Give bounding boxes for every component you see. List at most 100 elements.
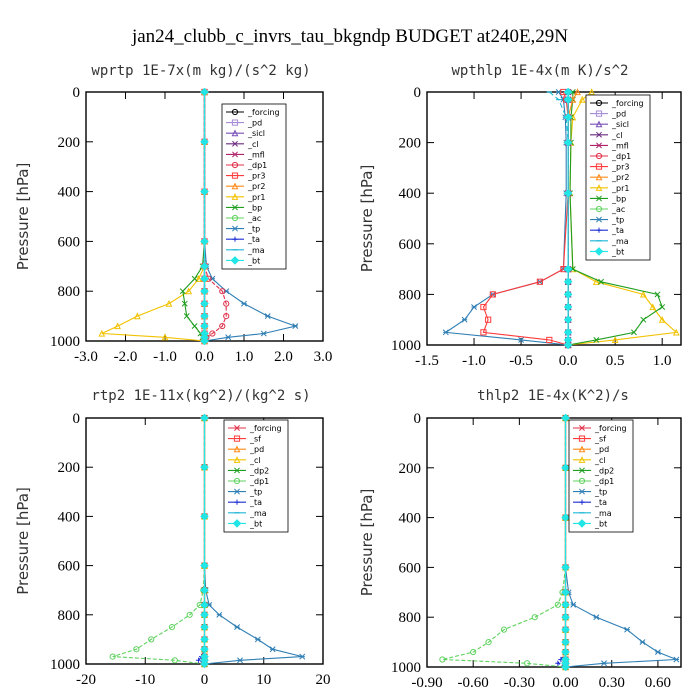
data-point [179,288,186,295]
data-point [219,288,226,295]
data-point [254,636,261,643]
legend-marker [232,151,238,158]
legend: _forcing_pd_sicl_cl_mfl_dp1_pr3_pr2_pr1_… [221,103,287,270]
data-point [461,316,468,323]
data-point [563,302,573,312]
legend-marker [596,216,602,223]
legend-entry: _bt [226,256,260,265]
data-point [654,291,661,298]
legend-label: _cl [247,140,259,149]
legend-marker [579,467,585,474]
legend-entry: _mfl [226,150,265,159]
legend-label: _ta [247,235,260,244]
legend-label: _bp [247,203,262,212]
legend-marker [578,435,586,442]
data-point [299,653,306,660]
legend-label: _pr2 [247,182,265,191]
legend-entry: _ac [590,205,625,214]
data-point [649,303,657,311]
legend-marker [234,467,240,474]
legend-label: _pr3 [611,163,629,172]
legend-marker [234,499,240,505]
legend-marker [231,193,239,200]
data-point [200,462,209,472]
legend-entry: _bp [590,194,626,203]
legend-entry: _pr1 [590,184,629,193]
data-point [563,112,573,122]
panel-rtp2: rtp2 1E-11x(kg^2)/(kg^2 s) -20 -10 0 10 2002… [14,388,331,688]
series-dp1 [439,414,569,671]
data-point [442,329,449,336]
data-point [601,660,607,667]
data-point [200,286,209,296]
legend-marker [578,445,586,453]
data-point [225,334,232,341]
legend-label: _bt [247,256,260,265]
series-line [482,91,569,346]
data-point [500,626,508,633]
data-point [200,512,209,521]
data-point [593,336,600,343]
plot-frame [426,417,682,668]
y-tick-label: 600 [399,560,422,576]
data-point [260,330,267,337]
data-point [574,88,581,96]
legend-label: _dp1 [249,477,269,486]
data-point [563,340,573,350]
legend-marker [232,519,242,528]
data-point [200,274,209,284]
legend-marker [596,142,602,149]
legend-entry: _cl [226,140,259,149]
legend-marker [232,204,238,211]
data-point [570,601,577,608]
y-tick-label: 1000 [50,334,80,350]
x-tick-label: -1.5 [415,353,439,369]
x-tick-label: 2.0 [274,349,293,365]
data-point [518,336,525,343]
data-point [561,413,570,423]
data-point [598,278,604,285]
legend-entry: _bp [226,203,262,212]
legend-label: _sf [249,435,261,444]
y-tick-label: 200 [58,135,81,151]
data-point [186,611,193,618]
data-point [191,275,198,282]
series-line [112,418,206,665]
legend-label: _ac [611,205,625,214]
data-point [195,275,202,282]
data-point [200,237,209,246]
legend-entry: _dp1 [226,161,267,170]
x-tick-label: -2.0 [114,349,138,365]
x-tick-label: 0.0 [195,349,214,365]
data-point [181,300,188,307]
legend-entry: _ma [590,237,629,246]
data-point [563,277,573,287]
legend-marker [231,161,239,169]
data-point [200,561,209,570]
legend-label: _forcing [594,424,627,433]
data-point [561,662,570,672]
legend-label: _tp [594,488,607,497]
y-tick-label: 800 [399,610,422,626]
legend-label: _pd [249,445,264,454]
legend-label: _ta [249,498,262,507]
legend-entry: _pd [573,445,609,454]
y-tick-label: 800 [399,287,422,303]
legend-label: _pr1 [247,193,265,202]
data-point [563,188,573,198]
legend-marker [578,456,586,463]
legend-entry: _bt [573,519,607,528]
legend: _forcing _sf_pd _cl_dp2 _dp1 _tp_ta _ma_bt [223,419,289,533]
legend-marker [232,225,238,232]
x-tick-label: 0.5 [606,353,625,369]
data-point [624,626,631,633]
y-tick-label: 0 [73,85,81,101]
legend-entry: _sicl [590,120,629,129]
legend-marker [595,110,603,117]
panel-title: rtp2 1E-11x(kg^2)/(kg^2 s) [91,388,310,404]
series-pr1 [98,88,208,345]
legend-label: _tp [249,488,262,497]
legend-label: _tp [611,216,624,225]
data-point [292,323,299,330]
series-tp [442,89,572,348]
